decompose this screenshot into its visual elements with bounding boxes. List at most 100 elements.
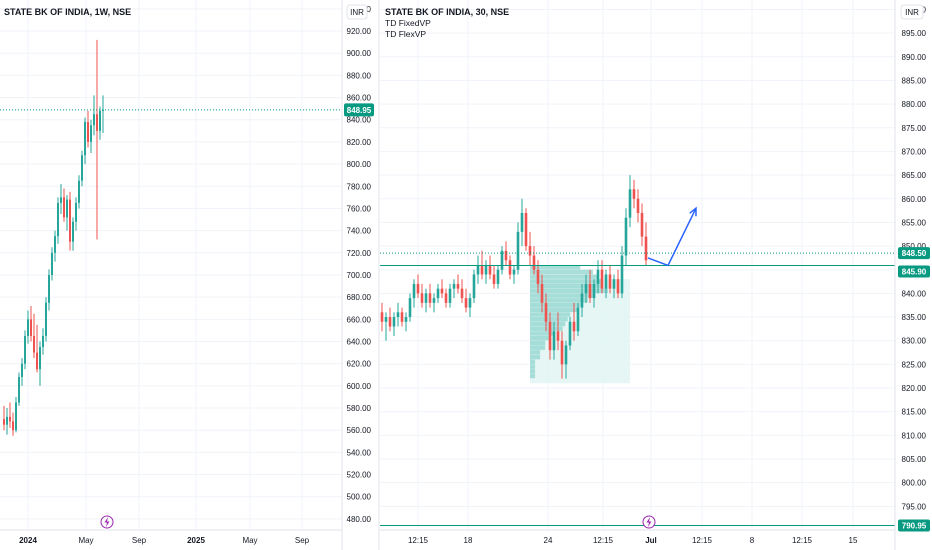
right-candle-body[interactable] [544,302,548,322]
right-candle-body[interactable] [404,317,408,322]
right-candle-body[interactable] [496,269,500,284]
right-candle-body[interactable] [424,293,428,303]
right-candle-body[interactable] [616,279,620,294]
right-candle-body[interactable] [560,340,564,365]
right-candle-body[interactable] [576,307,580,332]
left-candle-body[interactable] [60,197,62,203]
right-candle-body[interactable] [484,265,488,275]
left-candle-body[interactable] [3,419,5,425]
right-candle-body[interactable] [452,283,456,289]
left-candle-body[interactable] [21,363,23,377]
right-candles[interactable] [380,175,648,379]
right-candle-body[interactable] [420,293,424,303]
right-candle-body[interactable] [400,312,404,322]
left-candle-body[interactable] [9,416,11,422]
left-currency-button[interactable] [346,4,368,20]
left-price-axis[interactable]: 480.00 500.00 520.00 540.00 560.00 580.00 600.… [347,5,372,524]
right-candle-body[interactable] [548,321,552,351]
left-candle-body[interactable] [12,421,14,431]
right-candle-body[interactable] [388,317,392,327]
right-candle-body[interactable] [412,283,416,299]
left-candle-body[interactable] [24,335,26,364]
right-candle-body[interactable] [516,231,520,270]
right-time-axis[interactable]: 12:15 18 24 12:15 Jul 12:15 8 12:15 15 [408,536,858,545]
left-candle-body[interactable] [36,352,38,370]
right-candle-body[interactable] [520,212,524,232]
indicator-flexvp-label[interactable]: TD FlexVP [385,29,426,39]
right-candle-body[interactable] [440,288,444,294]
left-candle-body[interactable] [18,376,20,403]
left-candle-body[interactable] [75,202,77,222]
right-candle-body[interactable] [392,317,396,327]
right-candle-body[interactable] [608,274,612,289]
right-candle-body[interactable] [632,189,636,199]
right-candle-body[interactable] [512,269,516,275]
left-candle-body[interactable] [96,114,98,131]
right-candle-body[interactable] [416,283,420,294]
right-candle-body[interactable] [628,189,632,218]
right-candle-body[interactable] [500,250,504,270]
left-candle-body[interactable] [27,319,29,336]
right-candle-body[interactable] [572,321,576,332]
right-candle-body[interactable] [448,288,452,303]
right-candle-body[interactable] [528,246,532,256]
left-candle-body[interactable] [15,402,17,431]
right-candle-body[interactable] [540,283,544,303]
right-candle-body[interactable] [636,198,640,213]
left-candle-body[interactable] [57,202,59,237]
right-candle-body[interactable] [460,288,464,299]
left-candle-body[interactable] [84,121,86,156]
right-candle-body[interactable] [480,265,484,275]
left-candle-body[interactable] [90,125,92,142]
left-candle-body[interactable] [39,347,41,370]
right-candle-body[interactable] [408,298,412,318]
left-candle-body[interactable] [69,199,71,242]
left-candle-body[interactable] [99,110,101,131]
right-candle-body[interactable] [644,236,648,261]
right-candle-body[interactable] [532,255,536,270]
right-price-axis[interactable]: 795.00 800.00 805.00 810.00 815.00 820.00 825.… [902,5,927,511]
right-candle-body[interactable] [524,212,528,247]
left-time-axis[interactable]: 2024 May Sep 2025 May Sep [19,536,310,545]
right-candle-body[interactable] [476,265,480,275]
left-candle-body[interactable] [78,180,80,203]
right-candle-body[interactable] [468,298,472,308]
left-candle-body[interactable] [6,416,8,425]
left-candle-body[interactable] [72,221,74,242]
right-candle-body[interactable] [620,255,624,294]
left-candle-body[interactable] [48,274,50,303]
left-event-marker[interactable] [100,515,114,529]
right-chart-panel[interactable]: 795.00 800.00 805.00 810.00 815.00 820.00 825.… [380,0,930,550]
projection-path[interactable] [647,207,697,267]
projection-arrowhead[interactable] [689,206,697,217]
right-candle-body[interactable] [584,283,588,294]
right-currency-label[interactable]: INR [905,8,919,17]
right-candle-body[interactable] [444,293,448,303]
right-candle-body[interactable] [624,217,628,256]
right-candle-body[interactable] [396,312,400,318]
left-candles[interactable] [3,39,104,436]
right-candle-body[interactable] [568,321,572,346]
right-candle-body[interactable] [600,269,604,289]
right-candle-body[interactable] [384,317,388,322]
right-candle-body[interactable] [592,283,596,299]
right-candle-body[interactable] [536,269,540,284]
right-candle-body[interactable] [508,260,512,275]
left-candle-body[interactable] [63,197,65,218]
right-candle-body[interactable] [580,293,584,308]
left-candle-body[interactable] [33,335,35,353]
left-candle-body[interactable] [66,199,68,218]
right-candle-body[interactable] [564,345,568,365]
left-candle-body[interactable] [93,114,95,126]
right-candle-body[interactable] [464,298,468,308]
right-candle-body[interactable] [380,312,384,322]
left-candle-body[interactable] [45,302,47,336]
right-candle-body[interactable] [552,331,556,351]
right-candle-body[interactable] [488,265,492,275]
right-candle-body[interactable] [612,279,616,289]
right-candle-body[interactable] [472,274,476,299]
right-currency-button[interactable] [900,4,924,20]
left-candle-body[interactable] [42,335,44,348]
indicator-fixedvp-label[interactable]: TD FixedVP [385,18,431,28]
